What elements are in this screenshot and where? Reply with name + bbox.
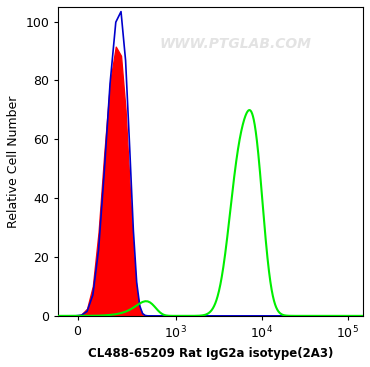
Text: WWW.PTGLAB.COM: WWW.PTGLAB.COM — [159, 37, 311, 51]
X-axis label: CL488-65209 Rat IgG2a isotype(2A3): CL488-65209 Rat IgG2a isotype(2A3) — [88, 347, 333, 360]
Y-axis label: Relative Cell Number: Relative Cell Number — [7, 95, 20, 228]
